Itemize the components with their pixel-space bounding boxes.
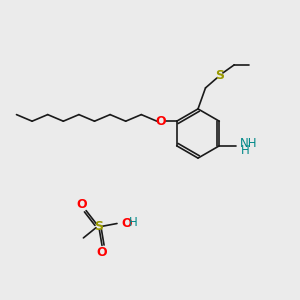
Text: S: S [215,69,224,82]
Text: H: H [129,215,138,229]
Text: H: H [241,143,249,157]
Text: S: S [94,220,103,233]
Text: O: O [122,217,132,230]
Text: NH: NH [240,137,257,150]
Text: O: O [76,197,87,211]
Text: O: O [156,115,167,128]
Text: O: O [97,245,107,259]
